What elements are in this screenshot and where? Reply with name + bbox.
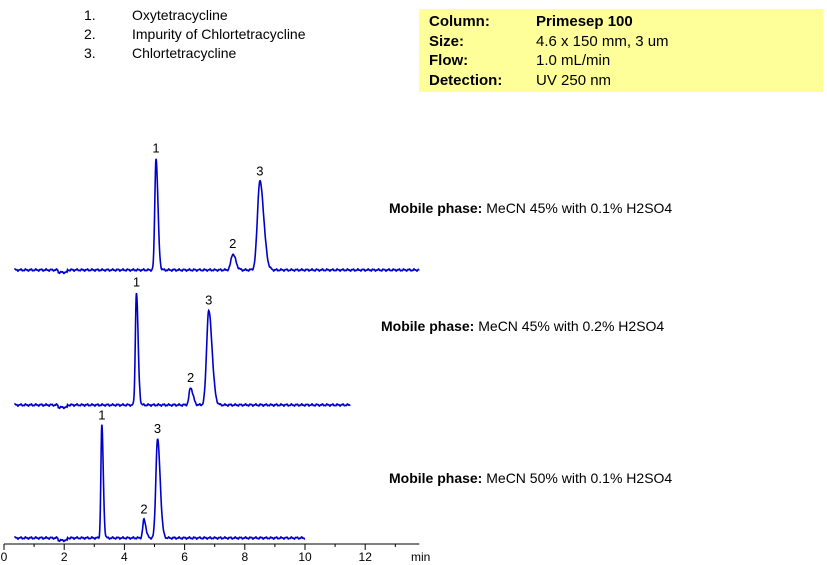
time-axis: 0 2 4 6 8 10 12 min [1, 543, 430, 564]
peak-label: 2 [187, 370, 194, 385]
peak-legend: 1. Oxytetracycline 2. Impurity of Chlortet… [84, 6, 306, 63]
legend-number: 3. [84, 45, 96, 61]
x-tick-label: 10 [298, 550, 312, 564]
legend-item: 2. Impurity of Chlortetracycline [84, 25, 306, 44]
mobile-phase-label-1: Mobile phase: MeCN 45% with 0.1% H2SO4 [389, 200, 672, 216]
x-tick-label: 6 [181, 550, 188, 564]
peak-label: 2 [140, 502, 147, 517]
legend-compound: Chlortetracycline [132, 45, 237, 61]
mobile-phase-value: MeCN 45% with 0.1% H2SO4 [486, 200, 673, 216]
condition-key: Detection: [429, 71, 503, 89]
peak-label: 3 [205, 293, 212, 308]
legend-item: 3. Chlortetracycline [84, 44, 306, 63]
conditions-box: Column: Primesep 100 Size: 4.6 x 150 mm, 3… [419, 9, 823, 92]
legend-item: 1. Oxytetracycline [84, 6, 306, 25]
peak-label: 1 [133, 274, 140, 289]
legend-number: 1. [84, 7, 96, 23]
x-tick-label: 0 [1, 550, 8, 564]
legend-compound: Oxytetracycline [132, 7, 228, 23]
condition-value: 4.6 x 150 mm, 3 um [536, 32, 669, 50]
condition-key: Column: [429, 13, 490, 30]
mobile-phase-key: Mobile phase: [381, 318, 475, 334]
x-tick-label: 2 [61, 550, 68, 564]
mobile-phase-value: MeCN 45% with 0.2% H2SO4 [478, 318, 665, 334]
condition-row: Flow: 1.0 mL/min [429, 51, 823, 71]
chromatogram-trace [13, 424, 306, 543]
chromatogram-trace [13, 292, 351, 410]
mobile-phase-key: Mobile phase: [389, 200, 483, 216]
x-tick-label: 4 [121, 550, 128, 564]
condition-row: Size: 4.6 x 150 mm, 3 um [429, 32, 823, 52]
legend-compound: Impurity of Chlortetracycline [132, 26, 306, 42]
mobile-phase-key: Mobile phase: [389, 470, 483, 486]
peak-label: 1 [98, 407, 105, 422]
x-tick-label: 12 [359, 550, 373, 564]
condition-key: Flow: [429, 52, 469, 69]
condition-value: Primesep 100 [536, 13, 633, 30]
x-tick-label: 8 [241, 550, 248, 564]
peak-label: 3 [154, 421, 161, 436]
mobile-phase-label-2: Mobile phase: MeCN 45% with 0.2% H2SO4 [381, 318, 664, 334]
condition-key: Size: [429, 32, 465, 50]
peak-label: 2 [229, 236, 236, 251]
mobile-phase-label-3: Mobile phase: MeCN 50% with 0.1% H2SO4 [389, 470, 672, 486]
chromatogram-trace [13, 158, 420, 275]
peak-label: 1 [152, 140, 159, 155]
condition-value: UV 250 nm [536, 71, 612, 89]
mobile-phase-value: MeCN 50% with 0.1% H2SO4 [486, 470, 673, 486]
traces-group: 1 2 3 1 2 3 1 2 3 [13, 140, 420, 543]
condition-value: 1.0 mL/min [536, 52, 611, 69]
condition-row: Column: Primesep 100 [429, 12, 823, 32]
legend-number: 2. [84, 26, 96, 42]
x-axis-label: min [411, 550, 430, 564]
peak-label: 3 [256, 163, 263, 178]
condition-row: Detection: UV 250 nm [429, 71, 823, 91]
